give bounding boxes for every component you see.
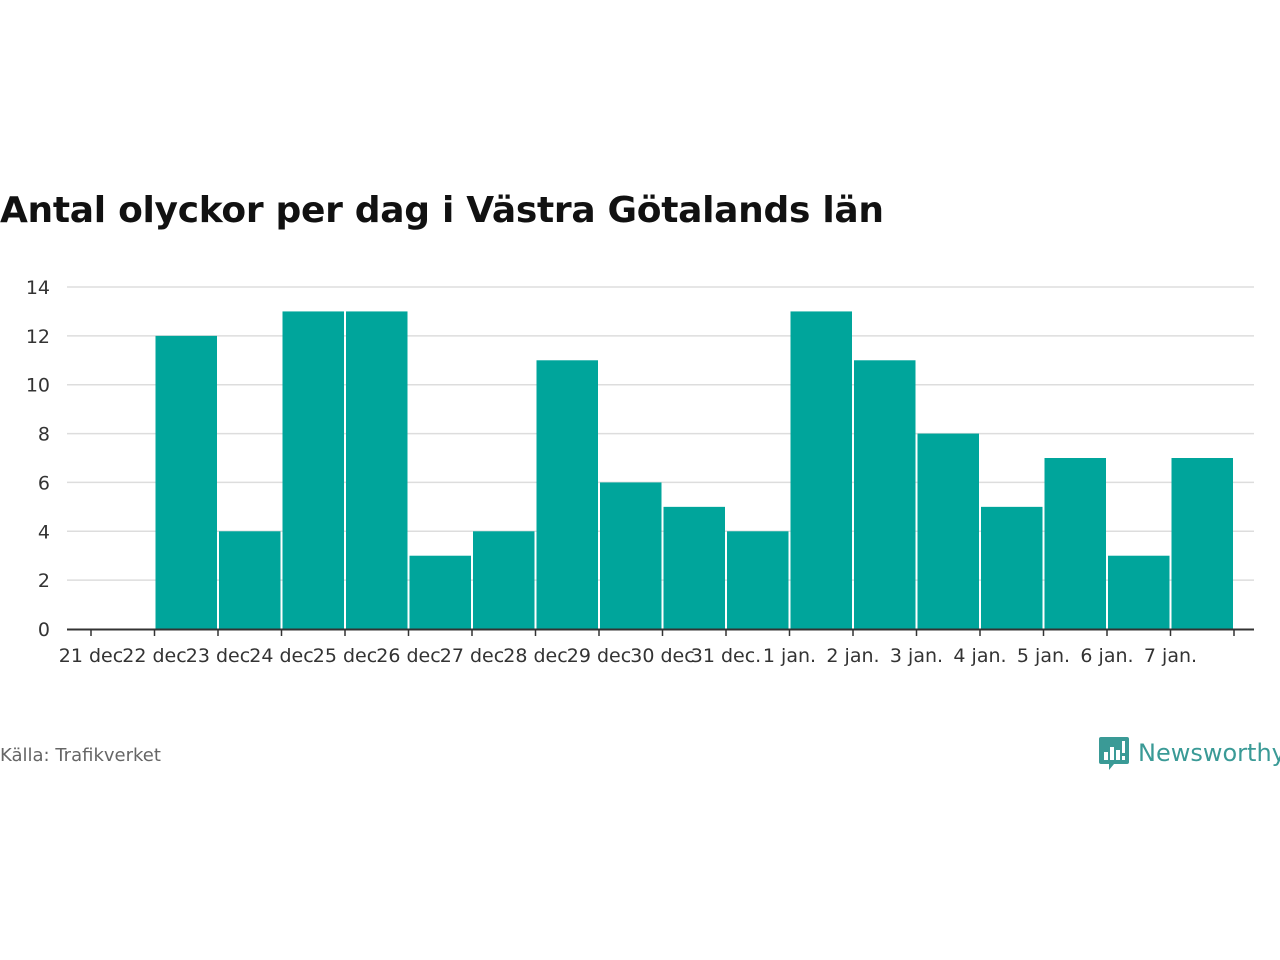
x-tick-label: 5 jan. bbox=[1017, 645, 1070, 667]
x-tick-label: 2 jan. bbox=[826, 645, 879, 667]
bar bbox=[536, 360, 598, 629]
x-tick-label: 30 dec bbox=[630, 645, 694, 667]
y-tick-label: 2 bbox=[38, 570, 50, 592]
x-tick-label: 24 dec bbox=[249, 645, 313, 667]
bar bbox=[600, 482, 662, 629]
bar bbox=[219, 531, 281, 629]
bar bbox=[663, 506, 725, 629]
bar bbox=[727, 531, 789, 629]
x-tick-label: 22 dec bbox=[122, 645, 186, 667]
x-axis bbox=[67, 628, 1254, 636]
y-tick-label: 8 bbox=[38, 424, 50, 446]
bar bbox=[854, 360, 916, 629]
bar bbox=[409, 555, 471, 629]
bar bbox=[1108, 555, 1170, 629]
tick-labels: 0 2 4 6 8 10 12 14 21 dec 22 dec 23 dec 24 dec 25 de… bbox=[26, 277, 1197, 667]
bar bbox=[1171, 458, 1233, 629]
x-tick-label: 27 dec bbox=[440, 645, 504, 667]
bar bbox=[473, 531, 535, 629]
chart-title: Antal olyckor per dag i Västra Götalands… bbox=[0, 190, 884, 231]
source-note: Källa: Trafikverket bbox=[0, 745, 161, 766]
bar bbox=[282, 311, 344, 629]
bar bbox=[155, 335, 217, 629]
bars bbox=[155, 311, 1233, 629]
newsworthy-logo-icon bbox=[1099, 737, 1129, 770]
x-tick-label: 26 dec bbox=[376, 645, 440, 667]
x-tick-label: 25 dec bbox=[313, 645, 377, 667]
bar bbox=[981, 506, 1043, 629]
bar bbox=[917, 433, 979, 629]
x-tick-label: 31 dec. bbox=[691, 645, 761, 667]
y-tick-label: 0 bbox=[38, 619, 50, 641]
x-tick-label: 4 jan. bbox=[953, 645, 1006, 667]
brand-logo[interactable]: Newsworthy bbox=[1098, 733, 1280, 773]
y-tick-label: 14 bbox=[26, 277, 50, 299]
x-tick-label: 21 dec bbox=[59, 645, 123, 667]
x-tick-label: 3 jan. bbox=[890, 645, 943, 667]
y-tick-label: 10 bbox=[26, 375, 50, 397]
bar bbox=[790, 311, 852, 629]
y-tick-label: 6 bbox=[38, 472, 50, 494]
bar bbox=[346, 311, 408, 629]
y-tick-label: 4 bbox=[38, 521, 50, 543]
x-tick-label: 7 jan. bbox=[1144, 645, 1197, 667]
x-tick-label: 29 dec bbox=[567, 645, 631, 667]
x-tick-label: 1 jan. bbox=[763, 645, 816, 667]
x-tick-label: 28 dec bbox=[503, 645, 567, 667]
y-tick-label: 12 bbox=[26, 326, 50, 348]
brand-name: Newsworthy bbox=[1138, 739, 1280, 767]
x-tick-label: 6 jan. bbox=[1080, 645, 1133, 667]
x-tick-label: 23 dec bbox=[186, 645, 250, 667]
bar bbox=[1044, 458, 1106, 629]
